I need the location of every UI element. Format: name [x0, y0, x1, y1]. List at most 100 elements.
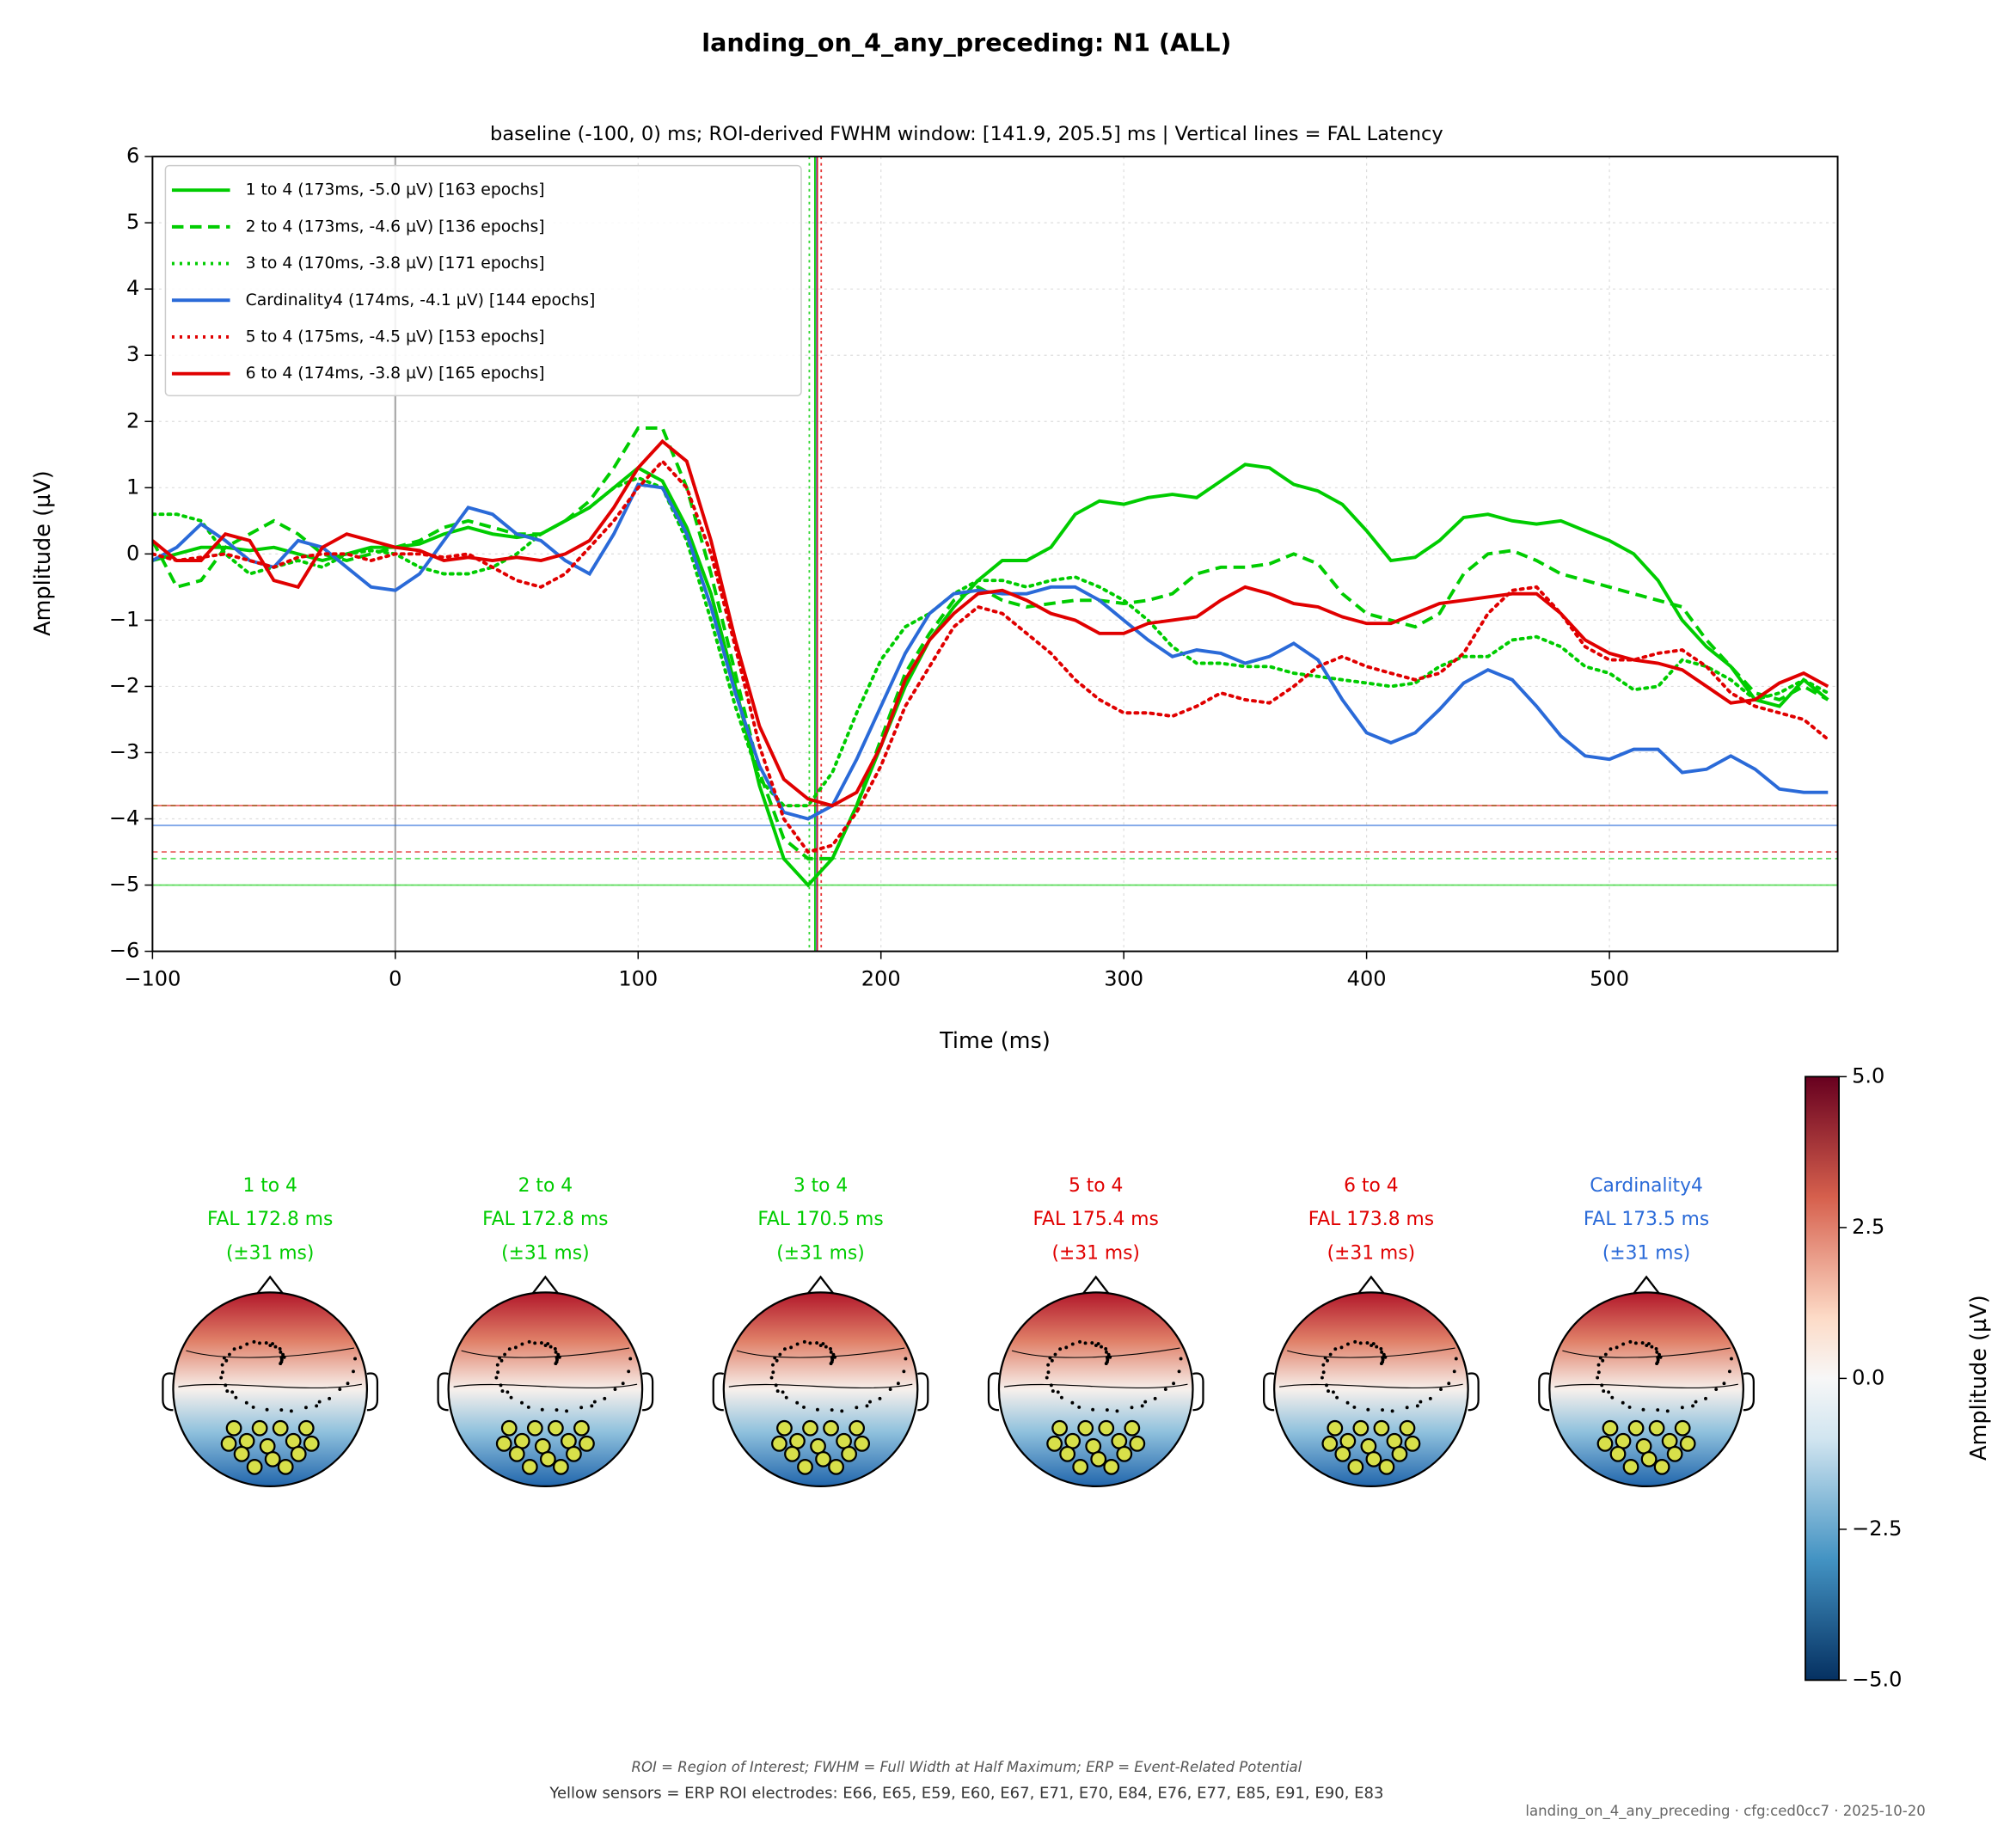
roi-sensor	[1627, 1419, 1645, 1437]
sensor	[784, 1395, 788, 1400]
sensor	[1691, 1404, 1694, 1408]
sensor	[1083, 1341, 1088, 1345]
sensor	[279, 1408, 284, 1412]
sensor	[1090, 1341, 1094, 1345]
sensor	[1346, 1342, 1350, 1346]
sensor	[346, 1382, 350, 1386]
roi-sensor	[1090, 1450, 1107, 1467]
chart-title: landing_on_4_any_preceding: N1 (ALL)	[702, 28, 1231, 57]
roi-sensor	[1072, 1458, 1089, 1475]
sensor	[273, 1345, 278, 1349]
topomap-label: Cardinality4	[1590, 1175, 1703, 1197]
colorbar-label: Amplitude (µV)	[1966, 1295, 1992, 1461]
roi-sensor	[815, 1450, 831, 1467]
sensor	[1046, 1370, 1051, 1375]
x-tick-label: 300	[1104, 967, 1143, 991]
sensor	[1650, 1345, 1654, 1349]
roi-sensor	[1077, 1419, 1094, 1437]
roi-sensor	[495, 1435, 512, 1452]
roi-sensor	[526, 1419, 543, 1437]
sensor	[1621, 1400, 1625, 1405]
sensor	[338, 1388, 342, 1391]
plot-area	[152, 156, 1838, 952]
topomap	[712, 1275, 929, 1488]
sensor	[1050, 1358, 1054, 1363]
roi-sensor	[1602, 1419, 1619, 1437]
sensor	[1096, 1342, 1100, 1345]
contour	[453, 1383, 638, 1389]
roi-sensor	[1674, 1419, 1691, 1437]
roi-sensor	[1653, 1458, 1670, 1475]
head-nose	[531, 1275, 560, 1295]
sensor	[1610, 1395, 1615, 1400]
sensor	[315, 1404, 319, 1408]
sensor	[781, 1390, 785, 1394]
sensor	[824, 1345, 828, 1349]
sensor	[526, 1405, 530, 1409]
sensor	[1078, 1339, 1082, 1344]
sensor	[540, 1407, 544, 1412]
sensor	[268, 1344, 273, 1348]
sensor	[1704, 1396, 1707, 1400]
sensor	[1077, 1405, 1082, 1409]
sensor	[818, 1344, 823, 1348]
sensor	[1647, 1342, 1651, 1345]
roi-sensor	[500, 1419, 518, 1437]
sensor	[520, 1400, 524, 1405]
roi-sensor	[508, 1445, 525, 1462]
sensor	[230, 1390, 235, 1394]
sensor	[1654, 1346, 1658, 1351]
plot-frame	[151, 156, 1839, 953]
head-ear	[987, 1372, 1000, 1412]
sensor	[808, 1341, 812, 1345]
y-tick-label: −2	[109, 673, 139, 697]
sensor	[555, 1408, 559, 1412]
sensor	[1656, 1408, 1660, 1412]
sensor	[773, 1356, 777, 1360]
sensor	[304, 1406, 308, 1410]
sensor	[778, 1352, 782, 1357]
sensor	[821, 1342, 825, 1345]
y-tick-label: 6	[126, 144, 139, 168]
sensor	[1056, 1390, 1060, 1394]
sensor	[507, 1347, 512, 1351]
contour	[186, 1347, 354, 1358]
sensor	[499, 1383, 503, 1388]
head-ear	[1743, 1372, 1755, 1412]
y-tick-label: −6	[109, 939, 139, 963]
sensor	[904, 1357, 908, 1361]
colorbar-tick-label: 5.0	[1852, 1063, 1884, 1087]
sensor	[1046, 1363, 1051, 1367]
x-axis-label: Time (ms)	[939, 1028, 1051, 1054]
legend-label: 5 to 4 (175ms, -4.5 µV) [153 epochs]	[246, 328, 545, 346]
roi-sensor	[521, 1458, 538, 1475]
x-tick-label: −100	[124, 967, 181, 991]
roi-sensor	[1334, 1445, 1351, 1462]
legend-label: 6 to 4 (174ms, -3.8 µV) [165 epochs]	[246, 365, 545, 383]
sensor	[1615, 1345, 1619, 1350]
note: ROI = Region of Interest; FWHM = Full Wi…	[632, 1759, 1302, 1775]
roi-sensor	[297, 1419, 315, 1437]
sensor	[628, 1357, 633, 1361]
sensor	[1370, 1344, 1374, 1348]
sensor	[1333, 1347, 1338, 1351]
sensor	[878, 1396, 882, 1400]
sensor	[1172, 1382, 1176, 1386]
sensor	[282, 1355, 286, 1359]
sensor	[556, 1352, 561, 1357]
sensor	[1371, 1342, 1376, 1345]
sensor	[896, 1382, 900, 1386]
head-ear	[1192, 1372, 1204, 1412]
sensor	[774, 1383, 778, 1388]
roi-sensor	[771, 1435, 787, 1452]
sensor	[224, 1358, 229, 1363]
series-line	[152, 438, 1829, 808]
topomap-label: 5 to 4	[1069, 1175, 1123, 1197]
sensor	[258, 1341, 261, 1345]
sensor	[1598, 1356, 1602, 1360]
roi-sensor	[552, 1458, 569, 1475]
sensor	[592, 1400, 597, 1404]
sensor	[782, 1347, 787, 1351]
roi-sensor	[823, 1419, 839, 1437]
sensor	[533, 1341, 537, 1345]
